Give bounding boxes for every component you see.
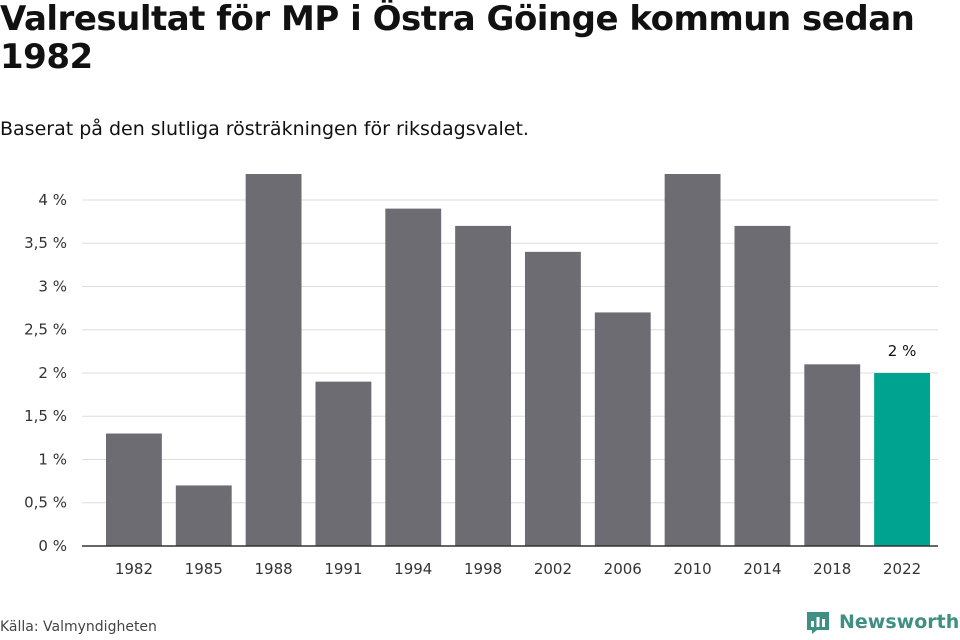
- bar: [245, 174, 302, 546]
- x-tick-label: 2018: [813, 560, 851, 578]
- bar: [524, 251, 581, 546]
- bar: [175, 485, 232, 546]
- bar: [874, 372, 931, 546]
- y-tick-label: 3,5 %: [24, 234, 67, 252]
- bar: [594, 312, 651, 546]
- chart-subtitle: Baserat på den slutliga rösträkningen fö…: [0, 118, 529, 140]
- x-tick-label: 2022: [883, 560, 921, 578]
- bar: [804, 364, 861, 546]
- bar: [664, 174, 721, 546]
- x-tick-label: 2010: [673, 560, 711, 578]
- bar: [455, 225, 512, 546]
- y-tick-label: 4 %: [38, 191, 67, 209]
- x-tick-label: 1982: [115, 560, 153, 578]
- x-tick-label: 1991: [324, 560, 362, 578]
- x-tick-label: 2006: [604, 560, 642, 578]
- bar: [105, 433, 162, 546]
- bar: [734, 225, 791, 546]
- brand-name: Newsworthy: [839, 611, 960, 633]
- x-tick-label: 1998: [464, 560, 502, 578]
- bar: [385, 208, 442, 546]
- y-tick-label: 0 %: [38, 537, 67, 555]
- x-tick-label: 1994: [394, 560, 432, 578]
- x-tick-label: 2014: [743, 560, 781, 578]
- x-tick-label: 1985: [185, 560, 223, 578]
- y-tick-label: 1,5 %: [24, 407, 67, 425]
- brand-logo: Newsworthy: [805, 608, 960, 636]
- bar: [315, 381, 372, 546]
- x-tick-label: 2002: [534, 560, 572, 578]
- y-tick-label: 2 %: [38, 364, 67, 382]
- y-tick-label: 3 %: [38, 277, 67, 295]
- source-note: Källa: Valmyndigheten: [0, 619, 157, 635]
- x-tick-label: 1988: [254, 560, 292, 578]
- y-tick-label: 2,5 %: [24, 321, 67, 339]
- newsworthy-logo-icon: [807, 612, 829, 634]
- y-tick-label: 1 %: [38, 450, 67, 468]
- data-label: 2 %: [888, 342, 917, 360]
- bar-chart: 0 % 0,5 % 1 % 1,5 % 2 % 2,5 % 3 % 3,5 % 4 % 1982 1…: [24, 174, 938, 578]
- chart-title: Valresultat för MP i Östra Göinge kommun…: [0, 0, 915, 77]
- y-tick-label: 0,5 %: [24, 494, 67, 512]
